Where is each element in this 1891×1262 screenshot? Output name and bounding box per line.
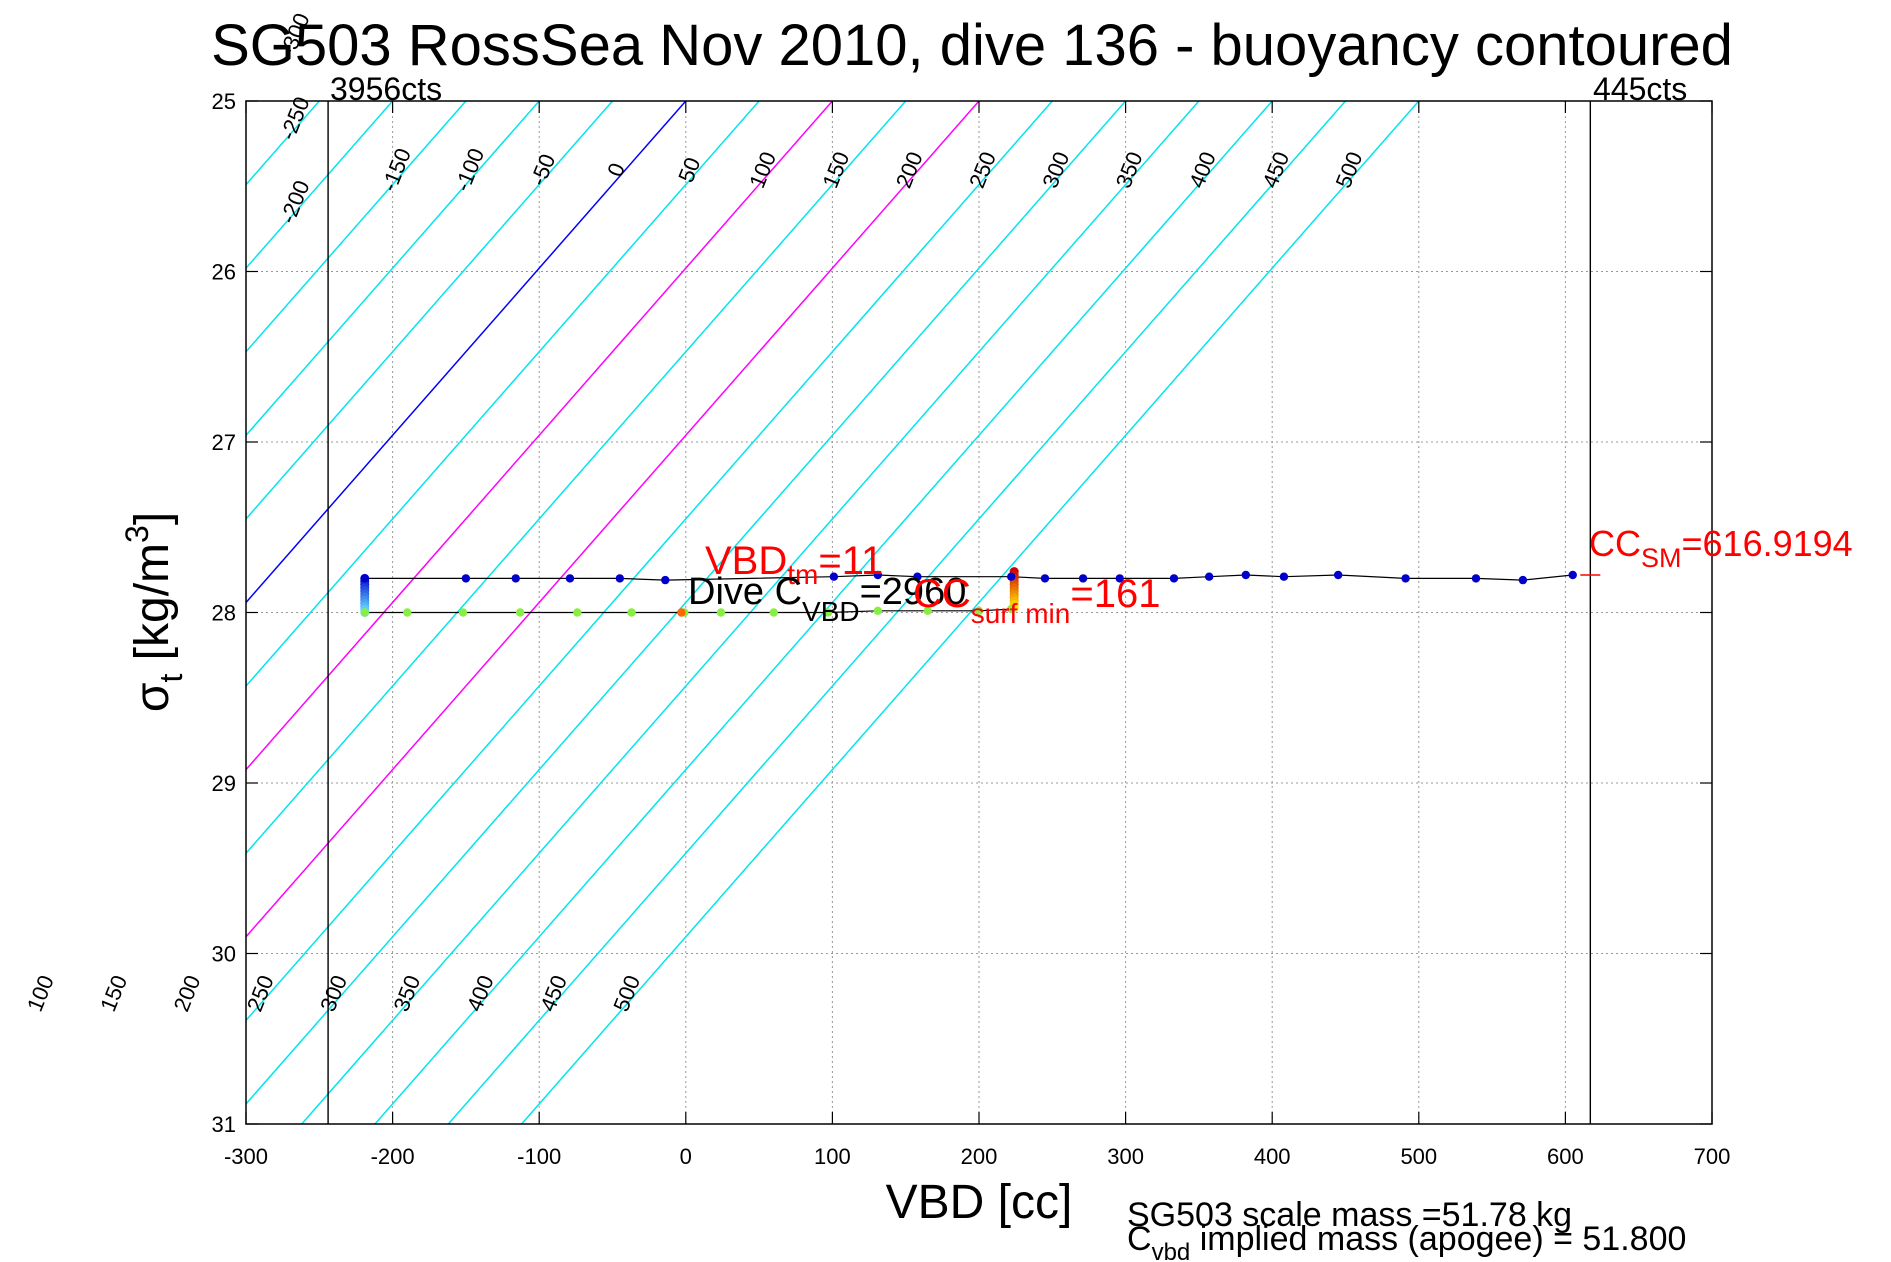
data-point [1078,574,1088,583]
limit-label-left: 3956cts [330,71,442,107]
data-point [360,608,369,617]
x-tick-label: 300 [1107,1144,1144,1169]
data-point [1115,574,1124,583]
data-point [1204,572,1214,581]
y-axis-label-close: ] [126,512,179,525]
x-tick-label: -200 [371,1144,415,1169]
annotation-cc-surf-min: CCsurf min=161 [913,572,1160,629]
data-point [677,608,686,617]
data-point [1401,574,1410,583]
y-tick-label: 26 [212,260,236,285]
data-point [403,608,412,617]
y-tick-label: 27 [212,430,236,455]
data-point [511,574,520,583]
data-point [360,574,369,583]
x-tick-label: 700 [1694,1144,1731,1169]
data-point [458,608,468,617]
y-tick-label: 31 [212,1112,236,1137]
contour-label: 150 [95,972,132,1015]
contour-line [521,101,1420,1124]
footer-scale-mass: SG503 scale mass =51.78 kg [1127,1196,1572,1234]
descent-trace [364,608,1012,614]
x-tick-label: 500 [1400,1144,1437,1169]
x-tick-label: 400 [1254,1144,1291,1169]
annotation-cc-sm: CCSM=616.9194 [1589,523,1853,573]
data-point [515,608,525,617]
data-point [1568,570,1577,580]
contour-line [246,101,760,688]
contour-line [246,101,540,437]
data-point [461,574,471,583]
axis-ticks: -300 -200 -100 0 100 200 300 400 500 600 700 25 26 27… [212,89,1731,1169]
data-point [661,575,670,585]
data-point [923,606,932,615]
x-tick-label: 0 [680,1144,692,1169]
y-axis-label-sub: t [153,674,189,683]
x-tick-label: 100 [814,1144,851,1169]
y-axis-label-sup: 3 [119,525,155,543]
data-point [1241,570,1251,580]
x-tick-label: -100 [517,1144,561,1169]
data-point [1333,570,1343,580]
x-tick-label: -300 [224,1144,268,1169]
vbd-limit-lines [327,101,1601,1124]
data-point [1040,574,1050,583]
contour-label: 100 [22,972,59,1015]
data-point [913,572,922,581]
data-point [615,574,625,583]
data-point [974,606,984,615]
x-axis-label: VBD [cc] [886,1176,1073,1229]
y-tick-label: 29 [212,771,236,796]
x-tick-label: 200 [961,1144,998,1169]
limit-label-right: 445cts [1593,71,1687,107]
data-point [1169,574,1179,583]
data-point [873,606,883,615]
contour-line [246,101,687,604]
data-point [1518,575,1528,585]
contour-line [246,101,614,521]
contour-line [246,101,247,103]
data-point [1007,604,1016,614]
y-tick-label: 28 [212,601,236,626]
chart-title: SG503 RossSea Nov 2010, dive 136 - buoya… [211,13,1733,78]
annotation-vbd-tm: VBDtm=11 [705,539,883,590]
contour-line [447,101,1347,1124]
data-point [627,608,636,617]
x-tick-label: 600 [1547,1144,1584,1169]
data-point [829,572,839,581]
data-point [873,570,883,580]
annotation-dive-cvbd: Dive CVBD=2960 [688,571,966,627]
data-point [1007,572,1016,581]
y-axis-label: σt [kg/m3] [119,512,189,712]
data-point [769,608,778,617]
data-series [360,567,1577,617]
footer-implied-mass: Cvbd implied mass (apogee) = 51.800 [1127,1220,1686,1262]
data-point [1471,574,1481,583]
y-tick-label: 30 [212,942,236,967]
data-point [823,608,833,617]
data-point [716,608,726,617]
y-axis-label-unit: [kg/m [126,543,179,674]
data-point [1279,572,1289,581]
ascent-trace [364,574,1573,581]
y-tick-label: 25 [212,89,236,114]
contour-label: 200 [169,972,206,1015]
data-point [565,574,575,583]
y-axis-label-symbol: σ [126,683,179,713]
data-point [573,608,582,617]
contour-line [246,101,467,353]
